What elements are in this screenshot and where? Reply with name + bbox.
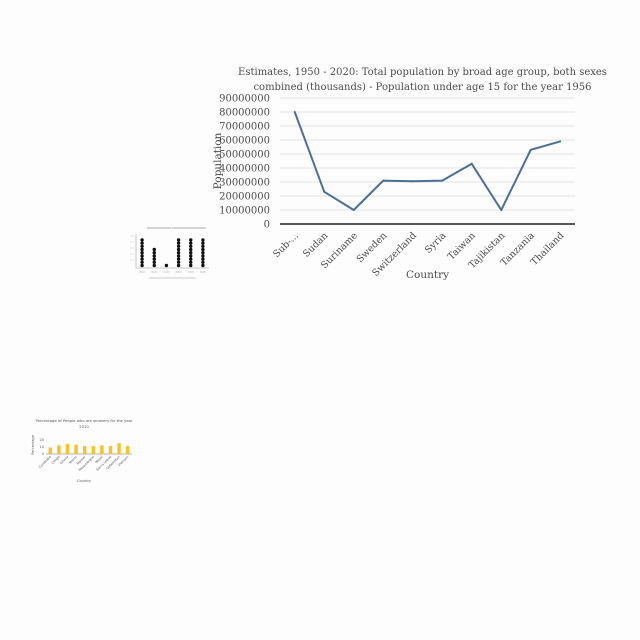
dot-mark [140,241,144,245]
bar [48,447,53,454]
bar [91,446,96,454]
dot-mark [176,260,181,264]
bar [65,443,70,454]
dot-mark [189,244,193,248]
x-tick-label: Syria [423,230,449,256]
data-point [323,190,326,193]
dot-mark [189,247,193,252]
bar [117,443,121,454]
y-tick-label: 50000000 [219,150,270,161]
y-axis-title: Population [212,132,224,189]
dot-mark [201,257,205,261]
dot-mark [140,238,144,242]
data-point [293,111,296,113]
y-tick-label: 0 [264,220,270,231]
y-tick-label: 40000000 [219,164,270,175]
x-tick-label: Nepal [94,455,103,464]
dot-mark [189,263,193,268]
x-axis-title: Country [77,479,91,483]
dot-mark [176,238,181,242]
dot-mark [176,254,181,258]
y-tick-label: 20000000 [219,192,270,203]
bar [125,446,130,454]
chart-title-line: 2010 [79,424,89,429]
dot-mark [140,251,144,255]
x-tick-label: Nauru [68,455,78,465]
data-point [441,179,444,182]
chart-title-line: Percentage of People who are smokers for… [35,418,133,423]
dot-mark [140,257,144,261]
dot-mark [201,241,205,245]
x-tick-label: Sub-... [271,230,301,260]
x-tick-label: Ghana [59,455,69,465]
dot-mark [201,263,205,268]
dot-mark [189,238,193,242]
dot-mark [152,263,156,268]
series-line [293,111,561,211]
data-point [559,140,562,143]
dot-mark [201,251,205,255]
y-tick-label: 70000000 [219,122,270,133]
dot-mark [201,254,205,258]
y-tick-label: 30000000 [219,178,270,189]
chart-title-line: Estimates, 1950 - 2020: Total population… [238,67,607,78]
x-tick-label: Malawi [76,455,87,466]
dot-mark [189,260,193,264]
dot-mark [189,251,193,255]
data-point [529,148,532,151]
dot-mark [152,247,156,252]
bar [82,446,87,454]
smokers-bar-chart: Percentage of People who are smokers for… [28,416,140,486]
x-axis-title: Country [406,269,449,281]
y-axis-title: Percentage [31,435,35,455]
dot-mark [189,254,193,258]
dot-mark [176,244,181,248]
dot-plot-chart [114,224,214,292]
dot-mark [152,257,156,261]
bar [74,444,78,454]
data-point [352,209,355,211]
dot-mark [201,238,205,242]
data-point [470,162,473,165]
dot-mark [152,260,156,264]
y-tick-label: 60000000 [219,136,270,147]
dot-mark [140,260,144,264]
population-line-chart: Estimates, 1950 - 2020: Total population… [200,60,607,290]
dot-mark [176,257,181,261]
dot-mark [176,263,181,268]
x-tick-label: Congo [51,455,61,465]
chart-title-line: combined (thousands) - Population under … [253,82,591,93]
dot-mark [189,241,193,245]
dot-mark [140,263,144,268]
y-tick-label: 10 [40,445,44,449]
dot-mark [140,254,144,258]
dot-mark [152,254,156,258]
dot-mark [201,247,205,252]
y-tick-label: 90000000 [219,94,270,105]
dot-mark [176,251,181,255]
dot-mark [189,257,193,261]
bar [57,445,61,454]
dot-mark [176,247,181,252]
data-point [500,209,503,211]
dot-mark [201,260,205,264]
dot-mark [164,263,169,268]
y-tick-label: 10000000 [219,206,270,217]
dot-mark [140,247,144,252]
bar [108,446,113,454]
data-point [411,180,414,183]
dot-mark [140,244,144,248]
y-tick-label: 20 [40,438,44,442]
dot-mark [176,241,181,245]
y-tick-label: 80000000 [219,108,270,119]
dot-mark [152,251,156,255]
bar [100,445,104,454]
dot-mark [201,244,205,248]
data-point [382,179,385,182]
y-tick-label: 0 [42,452,44,456]
